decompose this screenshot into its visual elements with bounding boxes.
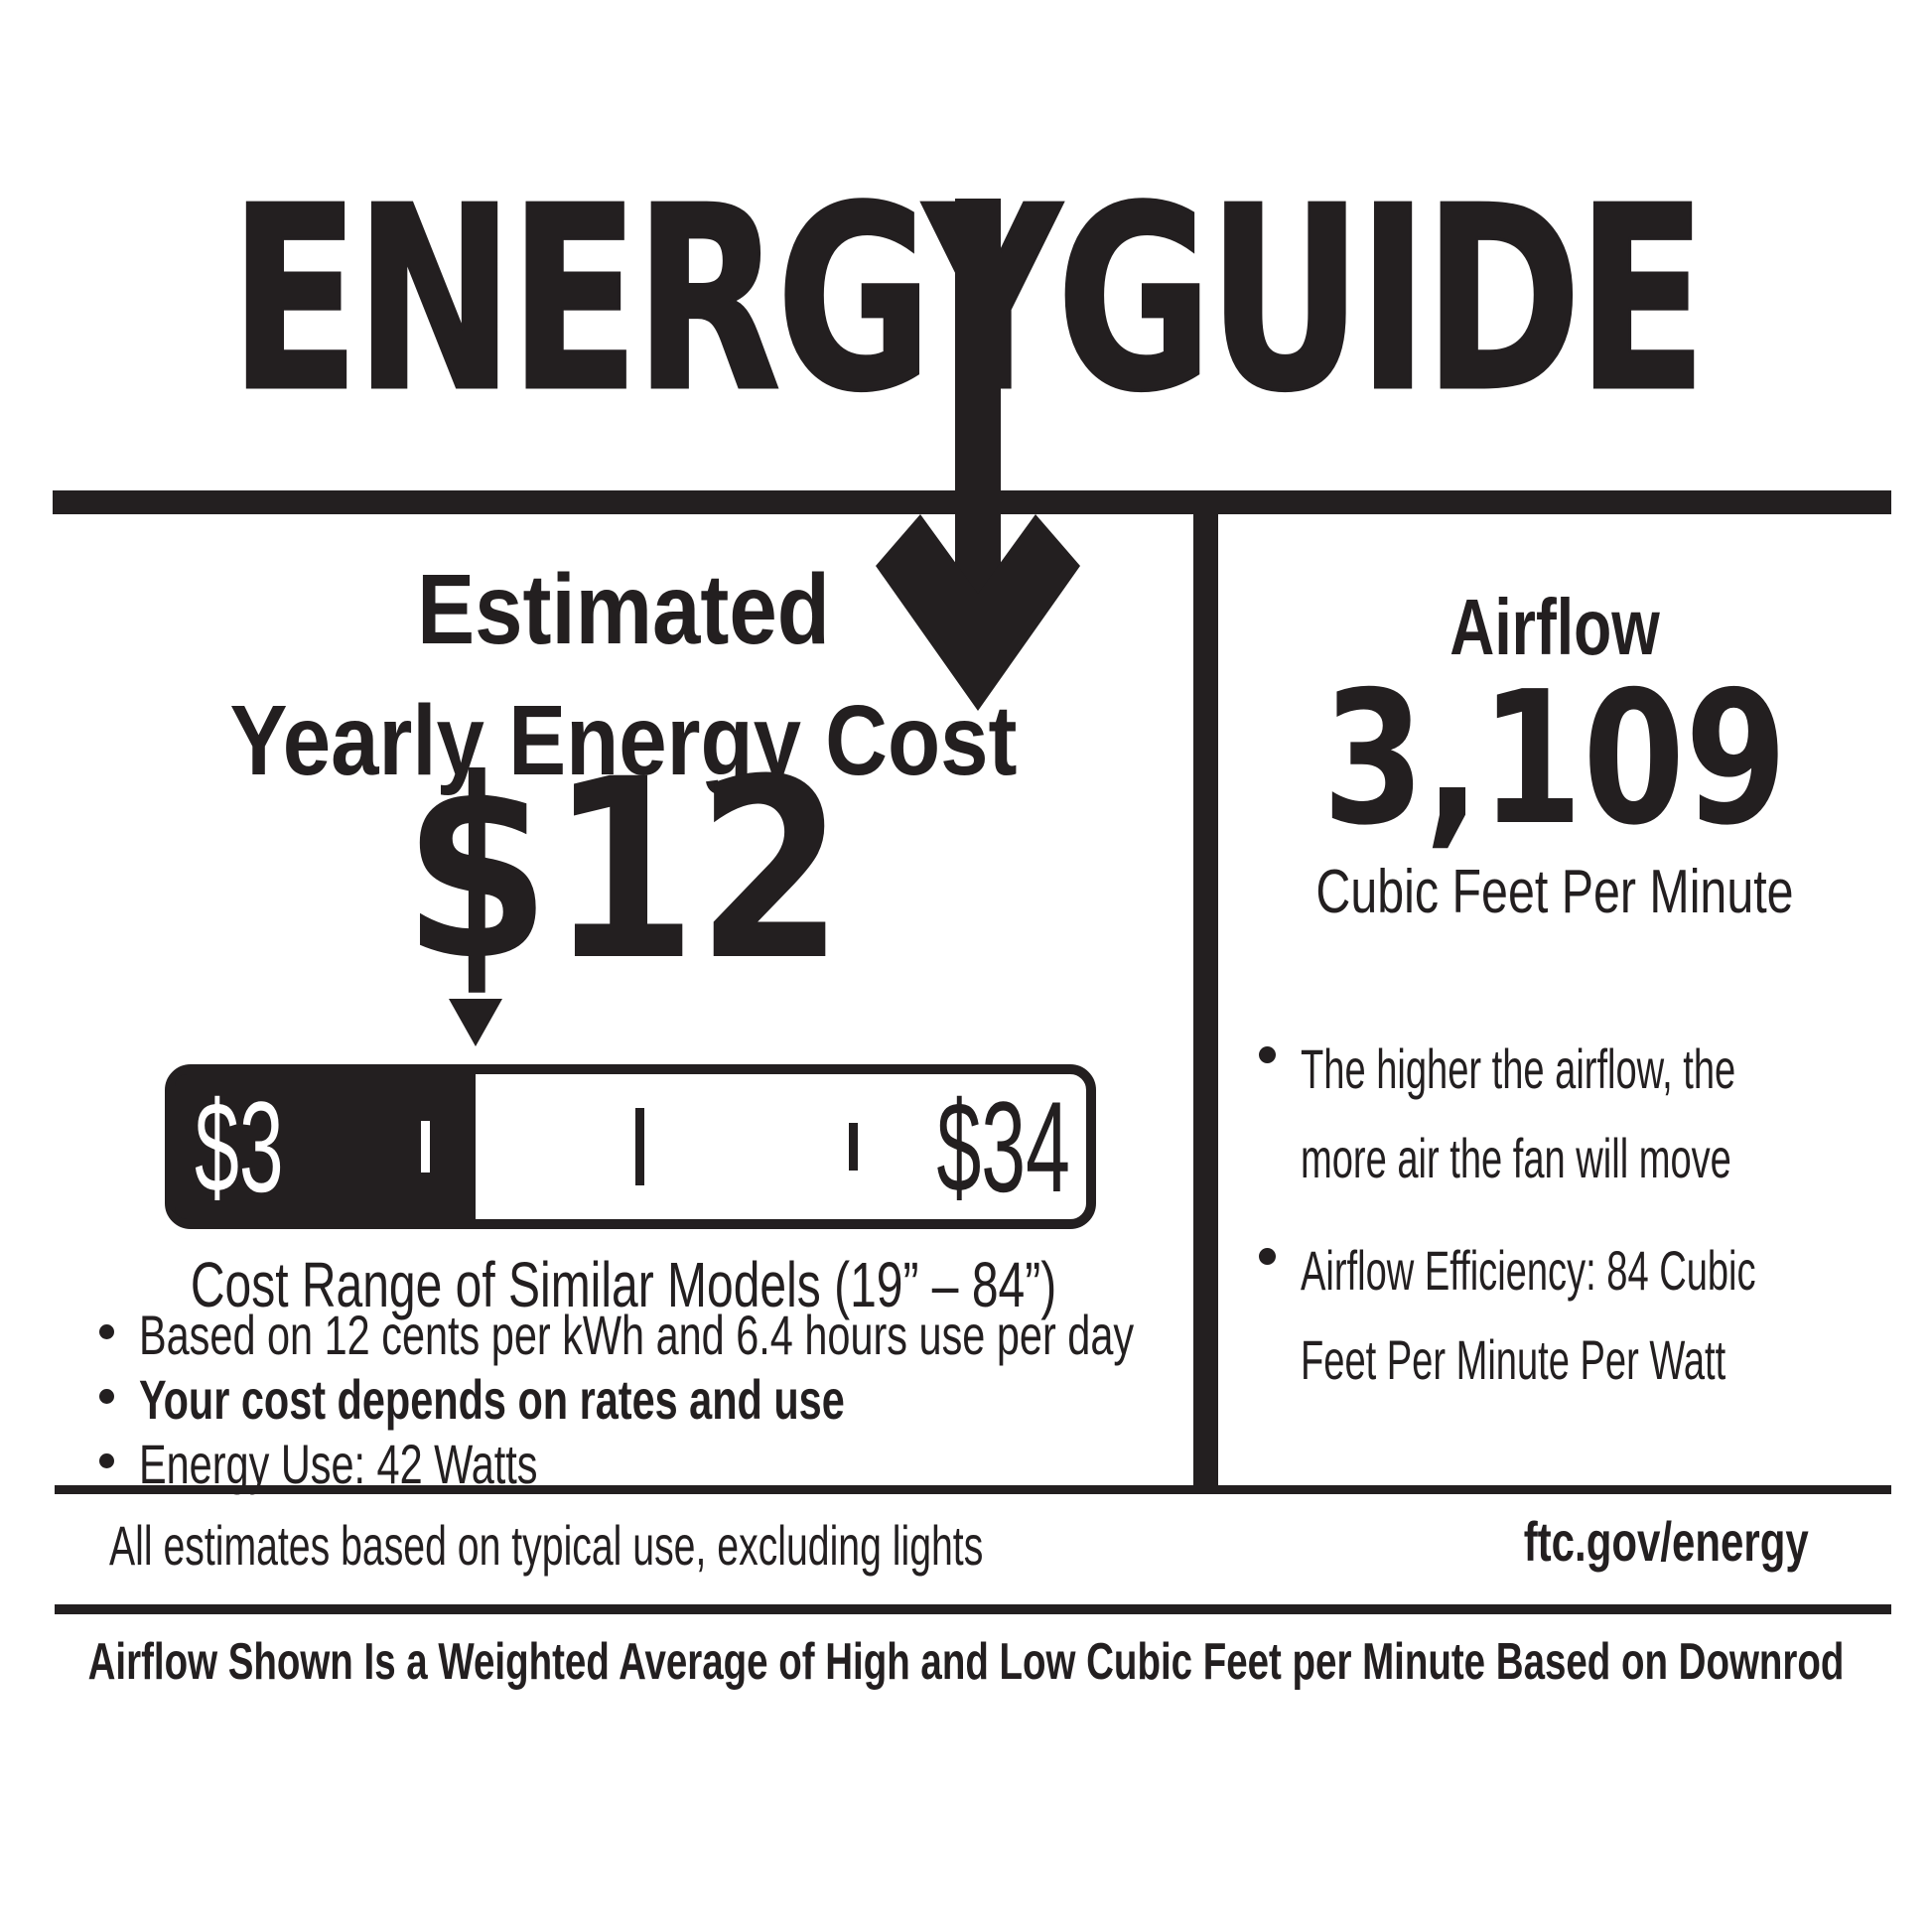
- estimated-cost-value: $12: [402, 726, 844, 1015]
- ftc-website-link: ftc.gov/energy: [1523, 1510, 1809, 1573]
- airflow-section: Airflow 3,109 Cubic Feet Per Minute The …: [1218, 514, 1891, 1485]
- cost-bar-caption: Cost Range of Similar Models (19” – 84”): [190, 1249, 1056, 1320]
- cost-range-bar: $3 $34: [165, 1064, 1096, 1229]
- bullet-text: Based on 12 cents per kWh and 6.4 hours …: [139, 1304, 1135, 1366]
- footer-rule-bottom: [55, 1604, 1891, 1614]
- cost-pointer-icon: [449, 999, 503, 1046]
- bullet-text: Your cost depends on rates and use: [139, 1367, 845, 1431]
- bullet-icon: [99, 1452, 114, 1468]
- list-item: Based on 12 cents per kWh and 6.4 hours …: [99, 1304, 1483, 1366]
- bullet-text: The higher the airflow, the more air the…: [1301, 1037, 1736, 1189]
- cost-bar-min-label: $3: [195, 1074, 284, 1219]
- disclaimer-text: Airflow Shown Is a Weighted Average of H…: [87, 1633, 1845, 1691]
- airflow-unit: Cubic Feet Per Minute: [1315, 858, 1794, 926]
- bullet-text: Airflow Efficiency: 84 Cubic Feet Per Mi…: [1301, 1239, 1756, 1391]
- cost-section: Estimated Yearly Energy Cost $12 Cost Ra…: [53, 490, 1193, 1492]
- list-item: The higher the airflow, the more air the…: [1259, 1025, 1932, 1202]
- airflow-bullets: The higher the airflow, the more air the…: [1259, 1025, 1932, 1428]
- cost-bar-max-label: $34: [936, 1074, 1070, 1219]
- cost-bar-tick: [634, 1108, 644, 1185]
- list-item: Energy Use: 42 Watts: [99, 1432, 1483, 1495]
- cost-bar-tick: [849, 1123, 859, 1171]
- footer-rule-top: [55, 1485, 1891, 1494]
- cost-bullets: Based on 12 cents per kWh and 6.4 hours …: [99, 1304, 1483, 1499]
- airflow-heading: Airflow: [1449, 583, 1660, 671]
- bullet-icon: [99, 1388, 114, 1404]
- estimated-cost-heading: Estimated Yearly Energy Cost: [228, 554, 1018, 796]
- footer-note: All estimates based on typical use, excl…: [109, 1514, 984, 1577]
- airflow-value: 3,109: [1321, 651, 1788, 866]
- top-rule: [53, 490, 1891, 514]
- bullet-icon: [99, 1324, 114, 1339]
- bullet-icon: [1259, 1248, 1276, 1266]
- list-item: Airflow Efficiency: 84 Cubic Feet Per Mi…: [1259, 1226, 1932, 1404]
- cost-bar-tick: [420, 1121, 430, 1173]
- down-arrow-icon: [876, 199, 1080, 711]
- bullet-text: Energy Use: 42 Watts: [139, 1432, 538, 1495]
- list-item: Your cost depends on rates and use: [99, 1367, 1483, 1431]
- column-divider: [1193, 514, 1218, 1485]
- bullet-icon: [1259, 1046, 1276, 1063]
